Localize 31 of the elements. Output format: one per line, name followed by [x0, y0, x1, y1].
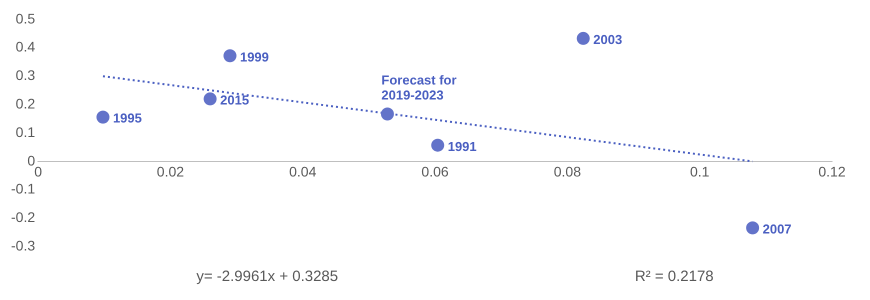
point [96, 110, 110, 124]
annotation: 1999 [240, 49, 269, 64]
x-tick-label: 0.1 [690, 164, 710, 180]
x-tick-label: 0.12 [818, 164, 846, 180]
y-tick-label: 0.5 [16, 10, 36, 26]
text: R² = 0.2178 [634, 268, 714, 285]
point [576, 32, 590, 45]
y-tick-label: 0.3 [16, 67, 36, 84]
point [204, 92, 217, 106]
y-tick-label: 0 [27, 152, 36, 168]
y-tick-label: -0.3 [11, 237, 36, 254]
point [431, 138, 444, 152]
annotation: Forecast for 2019-2023 [381, 72, 457, 103]
annotation: 2015 [220, 92, 250, 108]
y-tick-label: -0.2 [11, 209, 36, 226]
annotation: 2007 [762, 221, 792, 236]
y-tick-label: -0.1 [11, 180, 36, 197]
annotation: 2003 [593, 32, 622, 48]
text: y= -2.9961x + 0.3285 [196, 268, 338, 285]
y-tick-label: 0.1 [16, 124, 36, 140]
point [380, 107, 394, 120]
x-tick-label: 0.08 [554, 164, 582, 180]
annotation: 1991 [448, 138, 477, 154]
x-tick-label: 0.06 [421, 164, 449, 180]
y-tick-label: 0.2 [16, 95, 36, 112]
point [223, 49, 236, 62]
x-tick-label: 0.02 [156, 164, 184, 180]
y-tick-label: 0.4 [16, 38, 36, 55]
point [746, 221, 760, 234]
annotation: 1995 [112, 110, 142, 126]
x-tick-label: 0.04 [289, 164, 317, 180]
